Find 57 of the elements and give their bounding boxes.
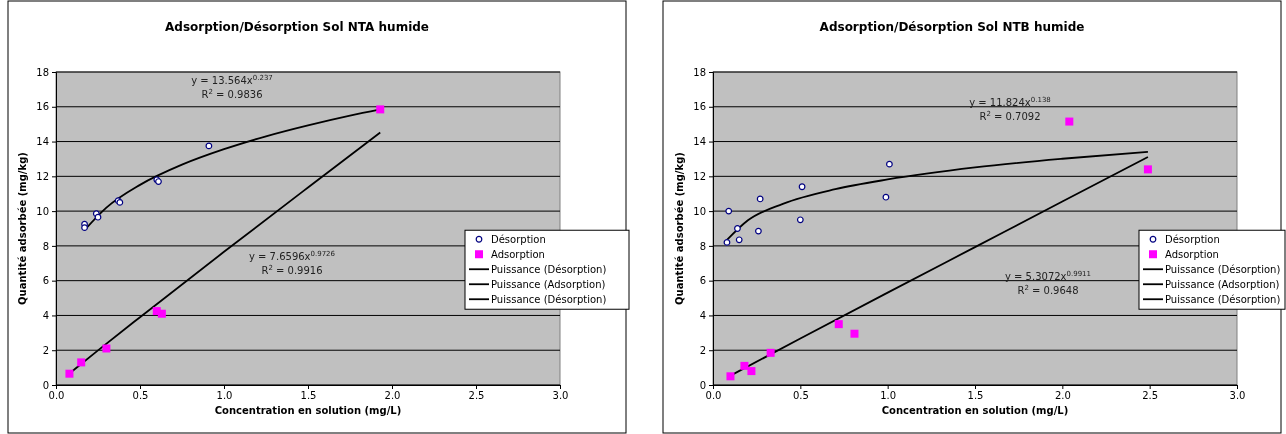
x-tick-label: 0.0 [705, 390, 722, 402]
x-tick-label: 0.0 [48, 390, 65, 402]
annotation: R$^{2}$ = 0.9836 [201, 88, 263, 100]
x-tick-label: 3.0 [552, 390, 569, 402]
y-tick-label: 18 [36, 66, 49, 78]
x-tick-label: 3.0 [1229, 390, 1246, 402]
legend-label: Adsorption [491, 249, 545, 261]
y-axis-title: Quantité adsorbée (mg/kg) [674, 152, 685, 305]
y-tick-label: 8 [42, 240, 49, 252]
y-tick-label: 16 [36, 101, 49, 113]
y-tick-label: 6 [42, 275, 49, 287]
x-tick-label: 2.5 [1142, 390, 1159, 402]
x-axis-title: Concentration en solution (mg/L) [214, 405, 402, 416]
legend-label: Puissance (Désorption) [1165, 264, 1281, 276]
legend-label: Puissance (Adsorption) [1165, 279, 1280, 291]
x-tick-label: 2.0 [1054, 390, 1071, 402]
x-tick-label: 1.5 [300, 390, 317, 402]
y-tick-label: 0 [42, 379, 49, 391]
y-tick-label: 2 [699, 344, 706, 356]
legend-label: Désorption [491, 234, 546, 246]
legend-label: Puissance (Désorption) [1165, 294, 1281, 306]
x-tick-label: 0.5 [792, 390, 809, 402]
x-tick-label: 2.0 [384, 390, 401, 402]
y-tick-label: 2 [42, 344, 49, 356]
annotation: y = 7.6596x$^{0.9726}$ [248, 250, 336, 262]
y-tick-label: 14 [693, 136, 706, 148]
y-tick-label: 14 [36, 136, 49, 148]
y-tick-label: 8 [699, 240, 706, 252]
annotation: y = 13.564x$^{0.237}$ [191, 74, 273, 86]
legend-label: Adsorption [1165, 249, 1219, 261]
legend-label: Désorption [1165, 234, 1220, 246]
chart-title: Adsorption/Désorption Sol NTB humide [819, 20, 1085, 34]
y-tick-label: 12 [36, 171, 49, 183]
x-tick-label: 0.5 [132, 390, 149, 402]
x-axis-title: Concentration en solution (mg/L) [881, 405, 1069, 416]
y-tick-label: 6 [699, 275, 706, 287]
y-tick-label: 10 [36, 205, 49, 217]
y-tick-label: 4 [42, 310, 49, 322]
annotation: R$^{2}$ = 0.9648 [1017, 284, 1079, 296]
y-tick-label: 16 [693, 101, 706, 113]
y-tick-label: 4 [699, 310, 706, 322]
annotation: y = 11.824x$^{0.138}$ [969, 96, 1051, 108]
x-tick-label: 1.0 [880, 390, 897, 402]
y-axis-title: Quantité adsorbée (mg/kg) [17, 152, 28, 305]
chart-title: Adsorption/Désorption Sol NTA humide [165, 20, 429, 34]
y-tick-label: 10 [693, 205, 706, 217]
legend-label: Puissance (Désorption) [491, 294, 607, 306]
y-tick-label: 12 [693, 171, 706, 183]
x-tick-label: 2.5 [468, 390, 485, 402]
annotation: R$^{2}$ = 0.9916 [261, 264, 323, 276]
annotation: R$^{2}$ = 0.7092 [979, 110, 1041, 122]
y-tick-label: 18 [693, 66, 706, 78]
legend-label: Puissance (Désorption) [491, 264, 607, 276]
x-tick-label: 1.5 [967, 390, 984, 402]
x-tick-label: 1.0 [216, 390, 233, 402]
legend-label: Puissance (Adsorption) [491, 279, 606, 291]
y-tick-label: 0 [699, 379, 706, 391]
